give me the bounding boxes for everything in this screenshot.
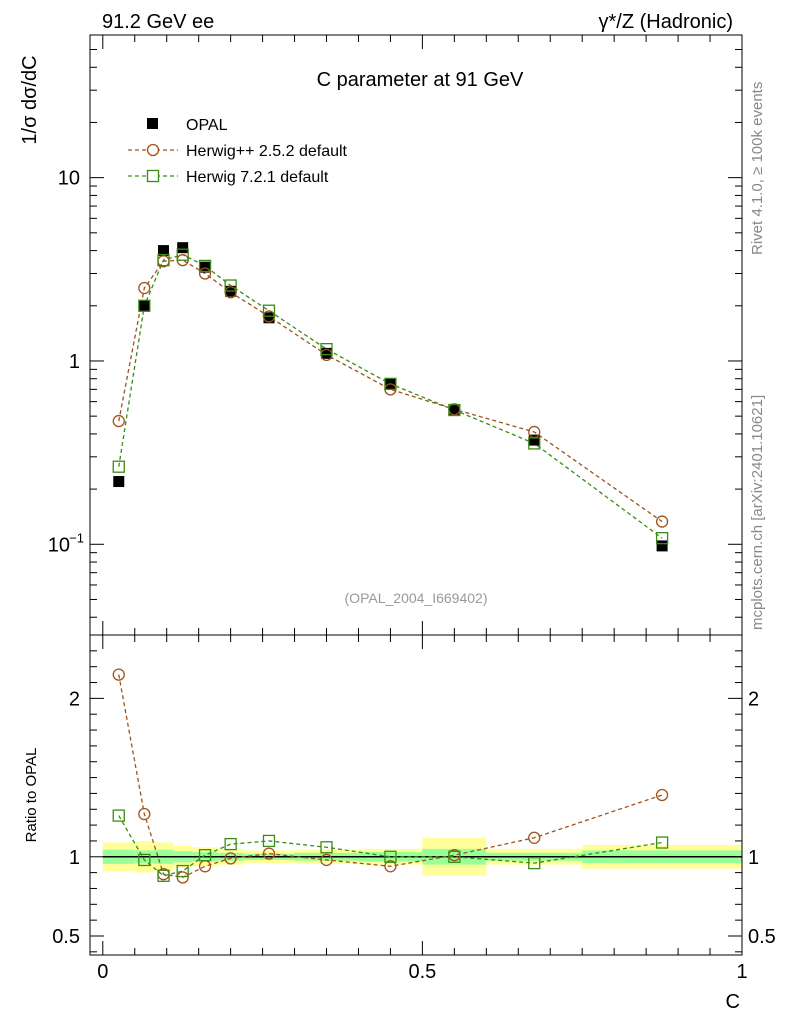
ratio-point-herwigpp xyxy=(176,871,189,884)
ratio-y-tick-label-right: 0.5 xyxy=(748,926,776,948)
data-point-herwigpp xyxy=(224,286,237,299)
ratio-line-herwigpp xyxy=(118,674,663,879)
ratio-point-herwig7 xyxy=(262,834,276,848)
side-text-rivet: Rivet 4.1.0, ≥ 100k events xyxy=(749,82,766,255)
ratio-point-herwigpp xyxy=(655,788,669,802)
ratio-point-herwigpp xyxy=(528,831,541,844)
ratio-point-herwig7 xyxy=(528,856,541,870)
chart-title: C parameter at 91 GeV xyxy=(317,69,524,91)
main-axis-ticks xyxy=(90,34,743,635)
legend: OPAL Herwig++ 2.5.2 default Herwig 7.2.1… xyxy=(128,117,348,186)
data-point-opal xyxy=(528,434,540,446)
ratio-point-herwigpp xyxy=(384,860,397,873)
header-left: 91.2 GeV ee xyxy=(102,11,214,33)
legend-label-herwig7: Herwig 7.2.1 default xyxy=(186,169,329,186)
ratio-y-tick-label-right: 2 xyxy=(748,688,759,710)
main-y-tick-label-exponent: −1 xyxy=(69,530,84,545)
ratio-point-herwig7 xyxy=(224,837,237,851)
ratio-point-herwigpp xyxy=(224,852,237,865)
data-point-opal xyxy=(321,347,333,359)
data-point-herwig7 xyxy=(384,377,397,391)
data-point-herwigpp xyxy=(198,267,212,280)
main-y-tick-label: 10 xyxy=(48,534,70,556)
data-point-herwig7 xyxy=(448,403,461,417)
data-point-opal xyxy=(263,312,275,324)
main-y-tick-label: 10 xyxy=(58,168,80,190)
ratio-axis-ticks xyxy=(90,635,743,955)
header-right: γ*/Z (Hadronic) xyxy=(599,11,733,33)
ratio-point-herwig7 xyxy=(112,809,125,822)
ratio-point-herwigpp xyxy=(112,668,125,681)
ratio-point-herwigpp xyxy=(320,853,333,867)
legend-marker-opal xyxy=(147,118,158,129)
legend-marker-herwig7 xyxy=(146,169,160,183)
data-point-herwigpp xyxy=(138,281,151,295)
data-point-herwig7 xyxy=(157,253,170,267)
data-point-herwig7 xyxy=(138,299,151,312)
ratio-y-tick-label-right: 1 xyxy=(748,847,759,869)
ratio-panel: 0.512 0.512 0 0.5 1 Ratio to OPAL C xyxy=(23,634,776,1013)
series-line-herwig7 xyxy=(118,253,663,539)
ratio-line-herwig7 xyxy=(118,815,663,877)
ratio-y-tick-labels-right: 0.5 1 2 xyxy=(748,688,776,948)
data-point-opal xyxy=(158,245,170,257)
data-point-herwigpp xyxy=(655,515,669,528)
series-line-herwigpp xyxy=(118,259,663,523)
ratio-point-herwig7 xyxy=(384,850,397,863)
ratio-y-tick-label: 2 xyxy=(69,688,80,710)
data-point-opal xyxy=(448,404,460,416)
legend-label-opal: OPAL xyxy=(186,117,228,134)
legend-label-herwigpp: Herwig++ 2.5.2 default xyxy=(186,143,348,160)
ratio-point-herwig7 xyxy=(198,849,212,862)
main-series xyxy=(112,242,669,552)
ratio-series xyxy=(112,668,669,884)
data-point-herwig7 xyxy=(320,343,333,356)
data-point-herwigpp xyxy=(112,414,125,428)
ratio-point-herwigpp xyxy=(262,847,276,860)
data-point-herwig7 xyxy=(198,259,212,273)
x-tick-label: 1 xyxy=(736,961,747,983)
ratio-point-herwigpp xyxy=(138,807,151,821)
x-tick-label: 0 xyxy=(97,961,108,983)
legend-marker-herwigpp xyxy=(146,143,160,157)
data-point-opal xyxy=(138,300,150,312)
ratio-point-herwig7 xyxy=(320,841,333,854)
ratio-point-herwig7 xyxy=(448,850,461,863)
data-point-opal xyxy=(656,540,668,552)
main-y-tick-label: 1 xyxy=(69,351,80,373)
ratio-point-herwig7 xyxy=(138,853,151,867)
watermark: (OPAL_2004_I669402) xyxy=(345,590,488,606)
data-point-opal xyxy=(199,261,211,273)
ratio-point-herwig7 xyxy=(176,864,189,878)
data-point-herwig7 xyxy=(176,248,189,261)
data-point-opal xyxy=(177,242,189,254)
main-y-axis-label: 1/σ dσ/dC xyxy=(19,55,41,144)
ratio-y-tick-label: 1 xyxy=(69,847,80,869)
ratio-point-herwig7 xyxy=(157,869,170,882)
side-text-mcplots: mcplots.cern.ch [arXiv:2401.10621] xyxy=(749,395,766,630)
data-point-herwig7 xyxy=(262,304,276,317)
x-tick-labels: 0 0.5 1 xyxy=(97,961,747,983)
data-point-opal xyxy=(113,476,125,488)
data-point-herwig7 xyxy=(655,532,669,545)
data-point-herwig7 xyxy=(112,460,125,473)
data-point-herwig7 xyxy=(528,437,541,450)
ratio-y-axis-label: Ratio to OPAL xyxy=(23,748,40,843)
x-tick-label: 0.5 xyxy=(408,961,436,983)
ratio-y-tick-labels: 0.5 1 2 xyxy=(52,688,80,948)
ratio-point-herwig7 xyxy=(655,836,669,849)
ratio-y-tick-label: 0.5 xyxy=(52,926,80,948)
ratio-plot-frame xyxy=(89,634,743,956)
x-axis-label: C xyxy=(726,991,740,1013)
data-point-herwig7 xyxy=(224,279,237,292)
